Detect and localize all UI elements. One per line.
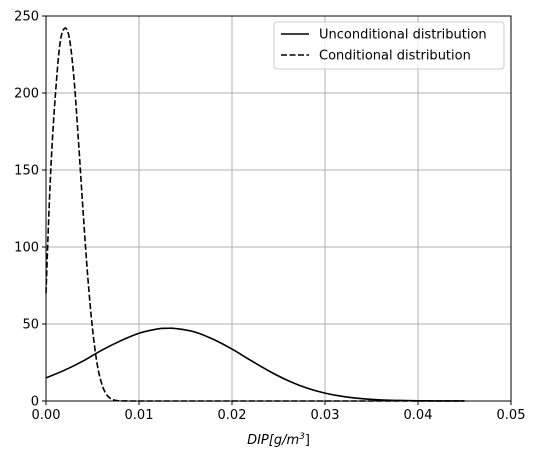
x-axis-label-unit-suffix: ] [305,433,310,448]
x-axis-label-unit-exp: 3 [299,432,305,442]
x-tick-label: 0.05 [497,408,526,423]
y-tick-label: 100 [14,241,39,256]
y-tick-label: 250 [14,10,39,25]
y-tick-label: 200 [14,87,39,102]
series-lines [45,27,465,402]
conditional-distribution-line [45,27,465,402]
legend: Unconditional distribution Conditional d… [273,21,505,70]
y-tick-label: 0 [31,395,39,410]
y-tick-label: 50 [22,318,39,333]
x-tick-label: 0.02 [218,408,247,423]
unconditional-distribution-line [45,327,465,402]
x-tick-label: 0.04 [404,408,433,423]
x-tick-label: 0.03 [311,408,340,423]
x-tick-label: 0.00 [32,408,61,423]
x-axis-label-var: DIP [247,433,269,448]
axis-ticks: 0.00 0.01 0.02 0.03 0.04 0.05 0 50 100 150 200 250 [14,10,525,424]
y-tick-label: 150 [14,164,39,179]
x-axis-label-unit-prefix: [g/m [269,433,299,448]
plot-area-frame [45,15,512,402]
legend-label-unconditional: Unconditional distribution [319,28,487,43]
x-tick-label: 0.01 [125,408,154,423]
legend-label-conditional: Conditional distribution [319,49,471,64]
legend-box [273,21,505,70]
x-axis-label: DIP[g/m3] [247,432,310,448]
